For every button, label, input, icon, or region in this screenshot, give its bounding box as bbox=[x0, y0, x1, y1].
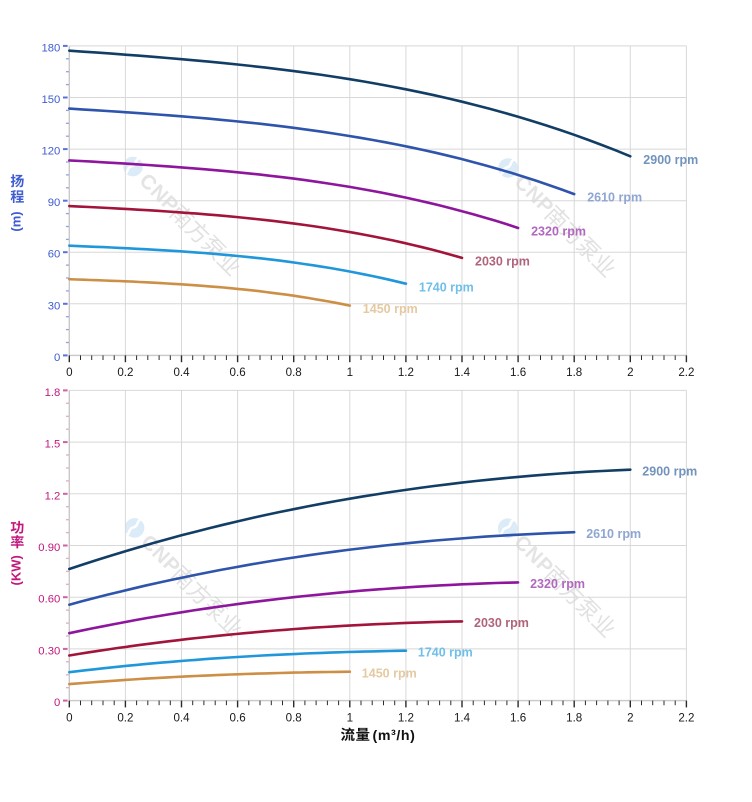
svg-text:0.90: 0.90 bbox=[38, 542, 60, 554]
svg-text:2: 2 bbox=[627, 711, 633, 724]
svg-text:1450 rpm: 1450 rpm bbox=[363, 302, 418, 316]
svg-text:2610 rpm: 2610 rpm bbox=[587, 191, 642, 205]
svg-text:1.6: 1.6 bbox=[510, 711, 526, 724]
svg-text:150: 150 bbox=[41, 94, 60, 106]
svg-text:2.2: 2.2 bbox=[678, 711, 694, 724]
svg-text:1: 1 bbox=[347, 366, 353, 379]
svg-text:2030 rpm: 2030 rpm bbox=[475, 255, 530, 269]
svg-text:0.2: 0.2 bbox=[117, 366, 133, 379]
svg-text:0.6: 0.6 bbox=[230, 711, 246, 724]
svg-text:1740 rpm: 1740 rpm bbox=[419, 280, 474, 294]
svg-text:1.8: 1.8 bbox=[566, 366, 582, 379]
svg-text:2900 rpm: 2900 rpm bbox=[643, 153, 698, 167]
svg-text:2900 rpm: 2900 rpm bbox=[642, 464, 697, 478]
svg-text:0: 0 bbox=[54, 697, 60, 709]
svg-text:1740 rpm: 1740 rpm bbox=[418, 645, 473, 659]
svg-text:0.8: 0.8 bbox=[286, 366, 302, 379]
svg-text:0.30: 0.30 bbox=[38, 645, 60, 657]
svg-text:120: 120 bbox=[41, 146, 60, 158]
svg-text:(m): (m) bbox=[8, 211, 23, 231]
svg-text:2: 2 bbox=[627, 366, 633, 379]
svg-text:1: 1 bbox=[347, 711, 353, 724]
svg-text:1.5: 1.5 bbox=[45, 439, 61, 451]
svg-text:2320 rpm: 2320 rpm bbox=[531, 225, 586, 239]
svg-text:(KW): (KW) bbox=[8, 555, 23, 585]
svg-text:0.6: 0.6 bbox=[230, 366, 246, 379]
svg-text:1.2: 1.2 bbox=[398, 366, 414, 379]
svg-text:90: 90 bbox=[48, 197, 61, 209]
svg-text:1.8: 1.8 bbox=[566, 711, 582, 724]
svg-text:1.2: 1.2 bbox=[398, 711, 414, 724]
svg-text:2610 rpm: 2610 rpm bbox=[586, 527, 641, 541]
svg-text:2.2: 2.2 bbox=[678, 366, 694, 379]
svg-text:30: 30 bbox=[48, 300, 61, 312]
svg-text:0.4: 0.4 bbox=[173, 366, 190, 379]
svg-text:1.8: 1.8 bbox=[45, 387, 61, 399]
svg-text:2320 rpm: 2320 rpm bbox=[530, 577, 585, 591]
svg-text:0: 0 bbox=[66, 366, 72, 379]
svg-text:1.2: 1.2 bbox=[45, 490, 61, 502]
svg-text:0.60: 0.60 bbox=[38, 594, 60, 606]
svg-text:0: 0 bbox=[54, 352, 60, 364]
svg-text:0.8: 0.8 bbox=[286, 711, 302, 724]
svg-text:2030 rpm: 2030 rpm bbox=[474, 616, 529, 630]
svg-text:1.4: 1.4 bbox=[454, 711, 471, 724]
svg-text:1450 rpm: 1450 rpm bbox=[362, 666, 417, 680]
svg-text:(m³/h): (m³/h) bbox=[373, 728, 416, 744]
svg-text:0: 0 bbox=[66, 711, 72, 724]
svg-text:60: 60 bbox=[48, 249, 61, 261]
svg-text:180: 180 bbox=[41, 42, 60, 54]
svg-text:1.6: 1.6 bbox=[510, 366, 526, 379]
svg-text:1.4: 1.4 bbox=[454, 366, 471, 379]
svg-text:0.2: 0.2 bbox=[117, 711, 133, 724]
svg-text:0.4: 0.4 bbox=[173, 711, 190, 724]
